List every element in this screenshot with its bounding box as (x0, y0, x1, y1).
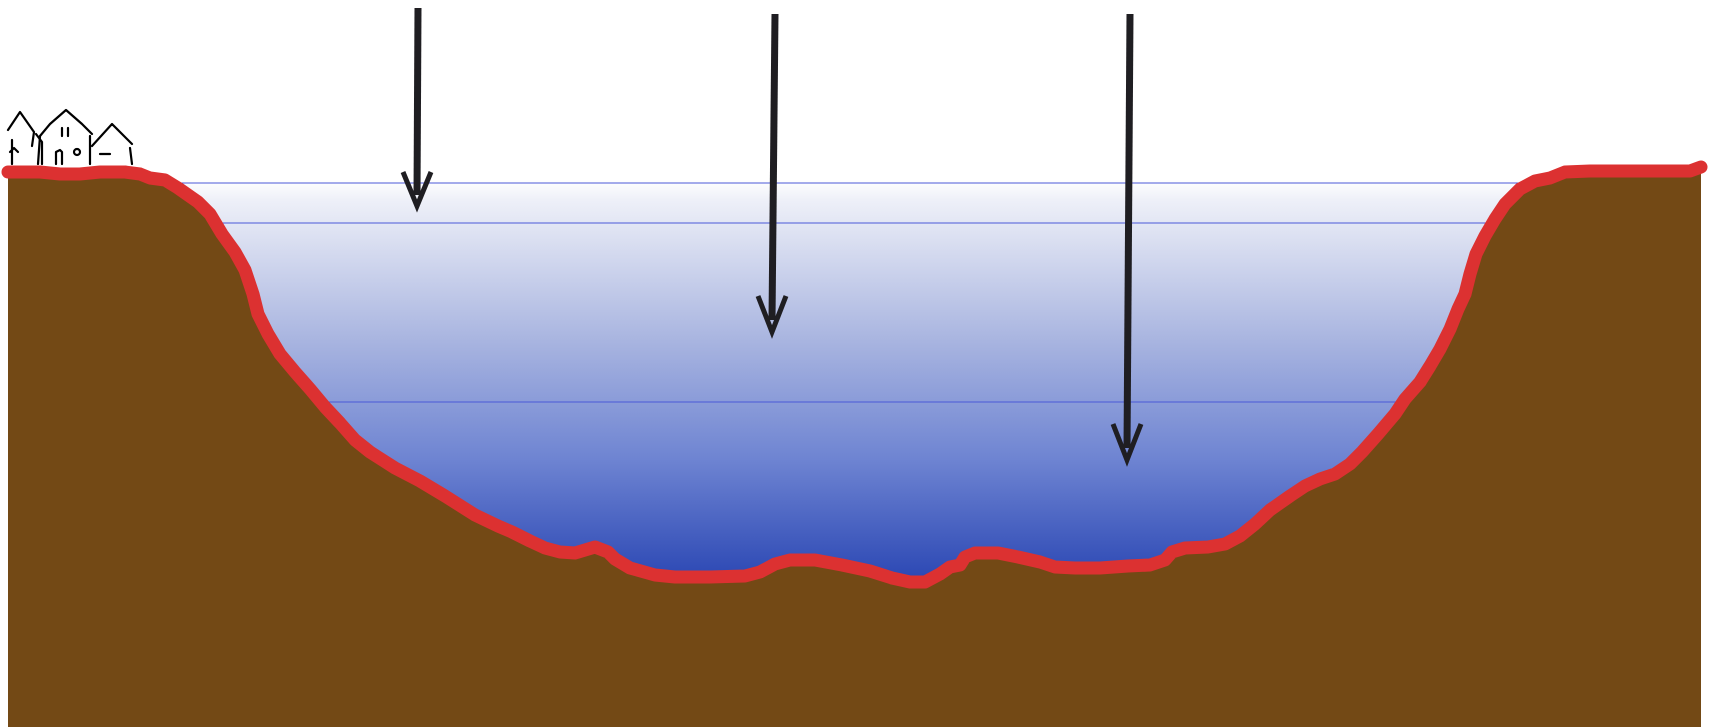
houses-icon (6, 108, 134, 166)
arrow-1 (400, 7, 434, 213)
down-arrow-icon (413, 7, 422, 196)
arrow-1-head (400, 171, 434, 213)
down-arrow-icon (1123, 13, 1134, 449)
arrow-2 (755, 13, 789, 339)
lake-water (180, 180, 1525, 579)
ground (8, 166, 1701, 727)
arrow-3 (1110, 13, 1144, 467)
lake-bed-outline (1, 160, 1708, 589)
arrow-2-head (755, 295, 789, 339)
arrow-3-head (1110, 423, 1144, 467)
down-arrow-icon (768, 13, 779, 321)
